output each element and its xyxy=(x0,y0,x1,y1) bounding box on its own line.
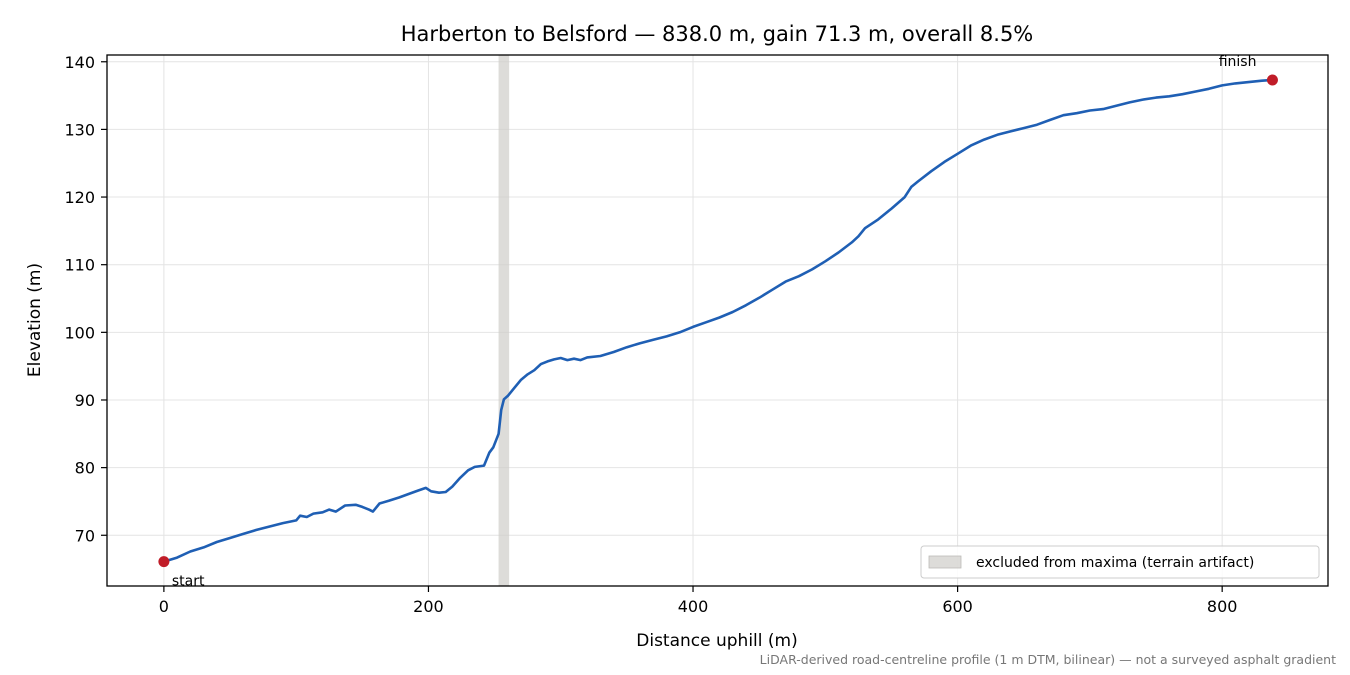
x-tick-label: 600 xyxy=(942,597,973,616)
legend-swatch-excluded xyxy=(928,555,962,569)
legend-box xyxy=(920,545,1320,579)
chart-title: Harberton to Belsford — 838.0 m, gain 71… xyxy=(401,22,1034,46)
series-layer xyxy=(163,78,1273,563)
x-tick-label: 800 xyxy=(1207,597,1238,616)
x-tick-label: 0 xyxy=(159,597,169,616)
y-tick-label: 130 xyxy=(64,120,95,139)
y-tick-label: 100 xyxy=(64,323,95,342)
marker-start xyxy=(158,556,170,568)
y-axis-label: Elevation (m) xyxy=(25,263,45,377)
y-tick-label: 80 xyxy=(75,459,95,478)
excluded-band xyxy=(498,55,510,586)
legend-label-excluded: excluded from maxima (terrain artifact) xyxy=(976,555,1254,571)
y-tick-label: 120 xyxy=(64,188,95,207)
marker-finish xyxy=(1266,74,1278,86)
marker-label-start: start xyxy=(172,574,205,590)
excluded-band-layer xyxy=(498,55,510,586)
y-tick-label: 110 xyxy=(64,256,95,275)
y-tick-label: 140 xyxy=(64,53,95,72)
x-tick-label: 200 xyxy=(413,597,444,616)
x-tick-label: 400 xyxy=(678,597,709,616)
legend: excluded from maxima (terrain artifact) xyxy=(920,545,1320,579)
footnote: LiDAR-derived road-centreline profile (1… xyxy=(760,652,1336,667)
plot-frame xyxy=(106,54,1329,587)
grid xyxy=(107,55,1328,586)
series-elevation-line xyxy=(163,78,1273,563)
y-tick-label: 70 xyxy=(75,526,95,545)
tick-layer: 0 200 400 600 800 70 80 90 100 110 120 130 140 xyxy=(64,53,1237,616)
marker-label-finish: finish xyxy=(1219,54,1257,70)
y-tick-label: 90 xyxy=(75,391,95,410)
x-axis-label: Distance uphill (m) xyxy=(636,631,797,651)
marker-layer: start finish xyxy=(158,54,1278,590)
